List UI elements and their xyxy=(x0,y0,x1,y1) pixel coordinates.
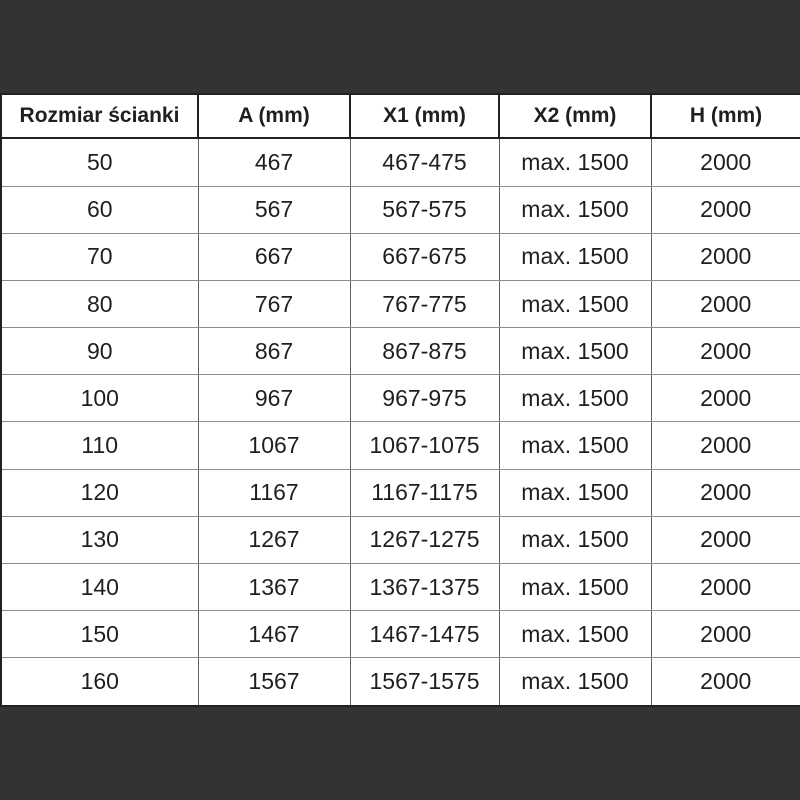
column-header-x2: X2 (mm) xyxy=(498,93,652,139)
cell-h: 2000 xyxy=(650,610,800,659)
cell-x2: max. 1500 xyxy=(498,327,652,376)
cell-x1: 867-875 xyxy=(349,327,500,376)
cell-rozmiar: 70 xyxy=(0,232,199,281)
cell-a: 467 xyxy=(197,137,351,187)
cell-x2: max. 1500 xyxy=(498,610,652,659)
table-row: 80 767 767-775 max. 1500 2000 xyxy=(0,279,800,329)
cell-a: 567 xyxy=(197,185,351,234)
table-row: 110 1067 1067-1075 max. 1500 2000 xyxy=(0,421,800,470)
cell-a: 967 xyxy=(197,374,351,423)
cell-rozmiar: 100 xyxy=(0,374,199,423)
cell-x1: 1567-1575 xyxy=(349,657,500,707)
table-row: 90 867 867-875 max. 1500 2000 xyxy=(0,327,800,376)
cell-x2: max. 1500 xyxy=(498,232,652,281)
cell-x2: max. 1500 xyxy=(498,563,652,612)
cell-a: 1367 xyxy=(197,563,351,612)
table-row: 160 1567 1567-1575 max. 1500 2000 xyxy=(0,657,800,707)
cell-h: 2000 xyxy=(650,232,800,281)
cell-a: 1267 xyxy=(197,515,351,565)
cell-x2: max. 1500 xyxy=(498,374,652,423)
cell-a: 667 xyxy=(197,232,351,281)
cell-a: 1467 xyxy=(197,610,351,659)
cell-h: 2000 xyxy=(650,563,800,612)
cell-x2: max. 1500 xyxy=(498,515,652,565)
cell-x1: 1267-1275 xyxy=(349,515,500,565)
cell-x1: 567-575 xyxy=(349,185,500,234)
table-row: 50 467 467-475 max. 1500 2000 xyxy=(0,137,800,187)
cell-h: 2000 xyxy=(650,279,800,329)
cell-x1: 1367-1375 xyxy=(349,563,500,612)
table-row: 100 967 967-975 max. 1500 2000 xyxy=(0,374,800,423)
cell-h: 2000 xyxy=(650,657,800,707)
cell-a: 1167 xyxy=(197,468,351,517)
cell-rozmiar: 80 xyxy=(0,279,199,329)
cell-x1: 467-475 xyxy=(349,137,500,187)
cell-x2: max. 1500 xyxy=(498,185,652,234)
cell-a: 867 xyxy=(197,327,351,376)
cell-rozmiar: 160 xyxy=(0,657,199,707)
table-row: 140 1367 1367-1375 max. 1500 2000 xyxy=(0,563,800,612)
cell-h: 2000 xyxy=(650,137,800,187)
cell-x2: max. 1500 xyxy=(498,421,652,470)
cell-h: 2000 xyxy=(650,515,800,565)
cell-rozmiar: 60 xyxy=(0,185,199,234)
cell-h: 2000 xyxy=(650,421,800,470)
cell-rozmiar: 110 xyxy=(0,421,199,470)
wall-size-spec-table: Rozmiar ścianki A (mm) X1 (mm) X2 (mm) H (mm… xyxy=(0,93,800,707)
cell-h: 2000 xyxy=(650,468,800,517)
cell-x2: max. 1500 xyxy=(498,468,652,517)
table-row: 70 667 667-675 max. 1500 2000 xyxy=(0,232,800,281)
cell-a: 1067 xyxy=(197,421,351,470)
table-row: 60 567 567-575 max. 1500 2000 xyxy=(0,185,800,234)
cell-h: 2000 xyxy=(650,374,800,423)
table-row: 150 1467 1467-1475 max. 1500 2000 xyxy=(0,610,800,659)
cell-a: 1567 xyxy=(197,657,351,707)
cell-rozmiar: 140 xyxy=(0,563,199,612)
column-header-h: H (mm) xyxy=(650,93,800,139)
table-row: 120 1167 1167-1175 max. 1500 2000 xyxy=(0,468,800,517)
cell-x2: max. 1500 xyxy=(498,137,652,187)
cell-rozmiar: 90 xyxy=(0,327,199,376)
cell-x1: 1167-1175 xyxy=(349,468,500,517)
cell-x2: max. 1500 xyxy=(498,279,652,329)
cell-h: 2000 xyxy=(650,327,800,376)
cell-x1: 967-975 xyxy=(349,374,500,423)
column-header-a: A (mm) xyxy=(197,93,351,139)
column-header-x1: X1 (mm) xyxy=(349,93,500,139)
cell-x2: max. 1500 xyxy=(498,657,652,707)
table-body: 50 467 467-475 max. 1500 2000 60 567 567-575 max… xyxy=(0,137,800,707)
header-row: Rozmiar ścianki A (mm) X1 (mm) X2 (mm) H (mm… xyxy=(0,93,800,139)
cell-rozmiar: 150 xyxy=(0,610,199,659)
cell-rozmiar: 50 xyxy=(0,137,199,187)
cell-x1: 667-675 xyxy=(349,232,500,281)
cell-x1: 1067-1075 xyxy=(349,421,500,470)
column-header-rozmiar: Rozmiar ścianki xyxy=(0,93,199,139)
cell-x1: 1467-1475 xyxy=(349,610,500,659)
cell-x1: 767-775 xyxy=(349,279,500,329)
cell-rozmiar: 130 xyxy=(0,515,199,565)
table-row: 130 1267 1267-1275 max. 1500 2000 xyxy=(0,515,800,565)
cell-rozmiar: 120 xyxy=(0,468,199,517)
cell-a: 767 xyxy=(197,279,351,329)
cell-h: 2000 xyxy=(650,185,800,234)
